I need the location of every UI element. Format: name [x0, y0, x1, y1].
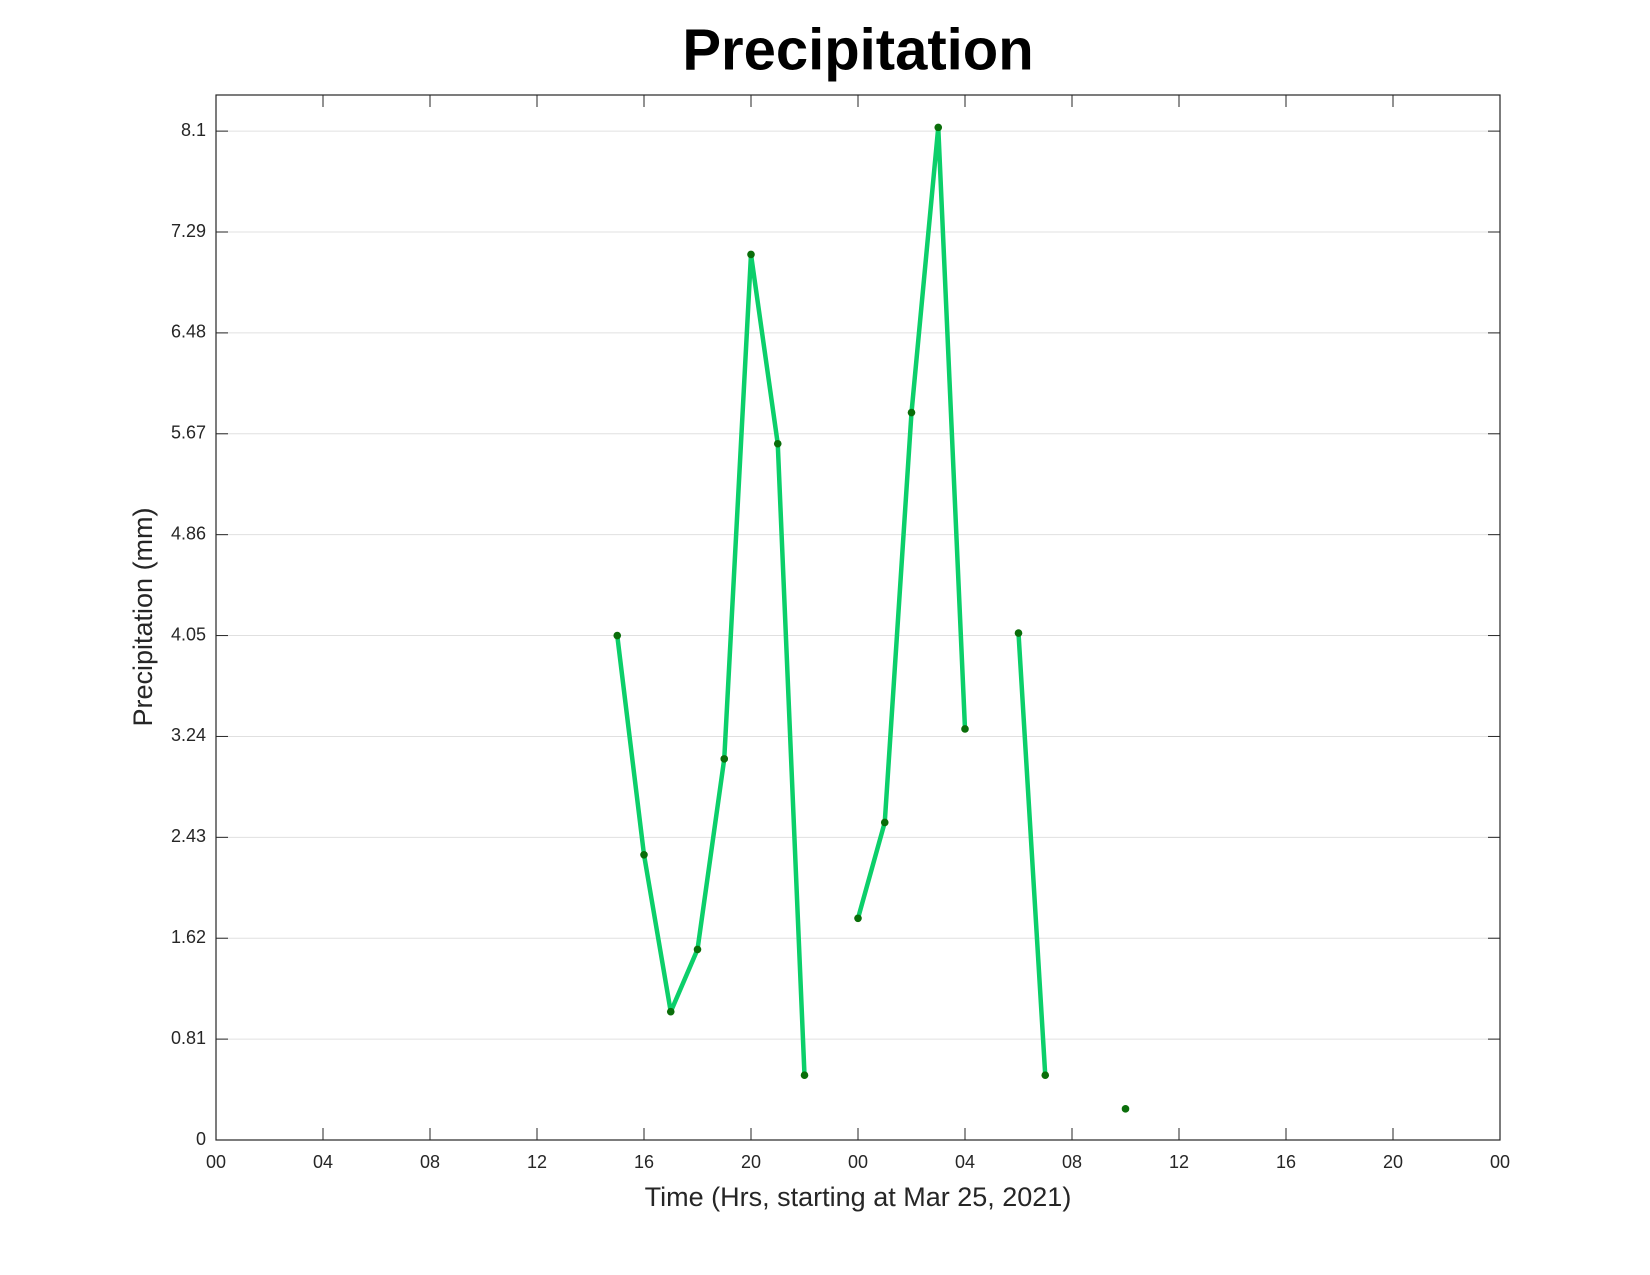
- plot-frame: [215, 94, 1501, 1141]
- point: [613, 631, 622, 640]
- x-tick-label: 16: [1276, 1152, 1296, 1172]
- x-tick-label: 04: [955, 1152, 975, 1172]
- point: [907, 408, 916, 417]
- x-tick-label: 04: [313, 1152, 333, 1172]
- point: [1121, 1105, 1130, 1113]
- point: [1014, 629, 1023, 637]
- x-tick-label: 16: [634, 1152, 654, 1172]
- y-tick-label: 4.05: [171, 624, 206, 644]
- point: [693, 945, 702, 954]
- x-tick-label: 08: [1062, 1152, 1082, 1172]
- x-tick-label: 20: [741, 1152, 761, 1172]
- y-tick-label: 1.62: [171, 927, 206, 947]
- point: [961, 725, 969, 733]
- x-tick-label: 12: [1169, 1152, 1189, 1172]
- y-tick-label: 4.86: [171, 523, 206, 543]
- y-axis-label: Precipitation (mm): [128, 507, 158, 726]
- chart-title: Precipitation: [682, 17, 1033, 82]
- x-axis-label: Time (Hrs, starting at Mar 25, 2021): [645, 1182, 1072, 1212]
- point: [1041, 1071, 1050, 1080]
- y-tick-label: 0.81: [171, 1028, 206, 1048]
- point: [720, 755, 729, 763]
- x-tick-label: 20: [1383, 1152, 1403, 1172]
- x-tick-label: 08: [420, 1152, 440, 1172]
- y-tick-label: 6.48: [171, 322, 206, 342]
- point: [800, 1071, 809, 1080]
- x-tick-label: 00: [848, 1152, 868, 1172]
- point: [854, 914, 862, 923]
- point: [880, 818, 889, 827]
- y-tick-label: 7.29: [171, 221, 206, 241]
- point: [640, 850, 648, 859]
- point: [666, 1007, 675, 1016]
- y-tick-label: 5.67: [171, 423, 206, 443]
- x-tick-label: 12: [527, 1152, 547, 1172]
- y-tick-label: 2.43: [171, 826, 206, 846]
- point: [773, 439, 782, 448]
- point: [934, 123, 943, 132]
- point: [747, 250, 755, 259]
- x-tick-label: 00: [206, 1152, 226, 1172]
- y-tick-label: 8.1: [181, 120, 206, 140]
- y-tick-label: 3.24: [171, 725, 206, 745]
- x-tick-label: 00: [1490, 1152, 1510, 1172]
- y-tick-label: 0: [196, 1129, 206, 1149]
